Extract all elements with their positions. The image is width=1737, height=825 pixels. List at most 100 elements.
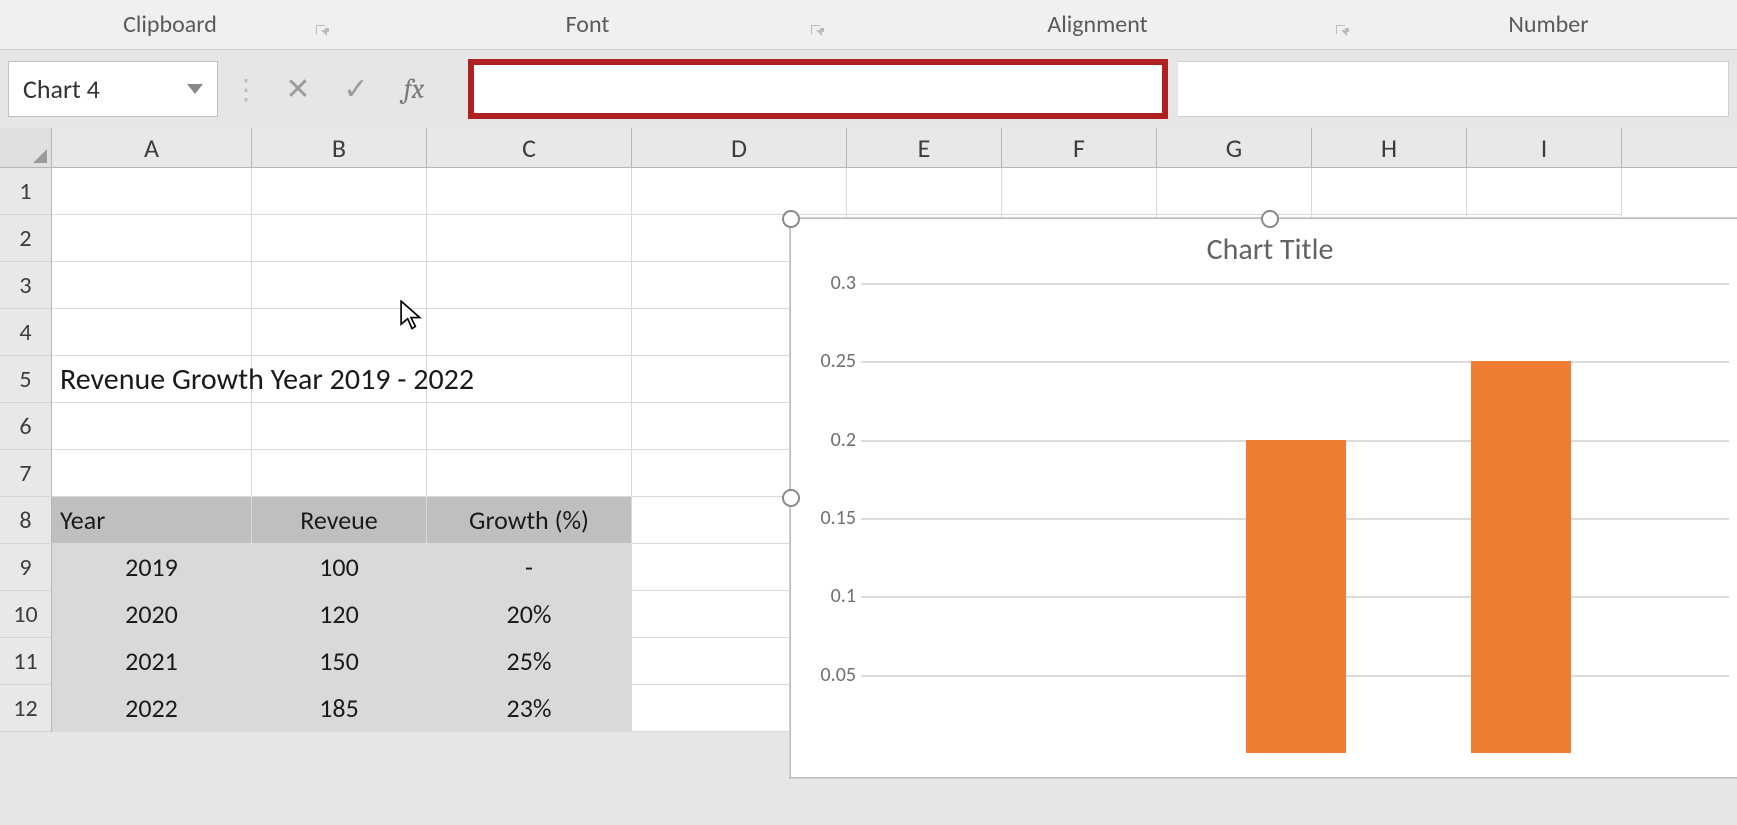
column-header[interactable]: H — [1312, 128, 1467, 167]
check-icon: ✓ — [343, 71, 368, 108]
resize-handle-icon[interactable] — [782, 489, 800, 507]
cell[interactable]: Year — [52, 497, 252, 544]
cell[interactable]: 20% — [427, 591, 632, 638]
cell[interactable] — [847, 168, 1002, 215]
cell[interactable] — [252, 403, 427, 450]
cell[interactable] — [52, 450, 252, 497]
ribbon-group-font[interactable]: Font — [340, 10, 835, 39]
close-icon: ✕ — [285, 71, 310, 108]
ribbon-group-alignment[interactable]: Alignment — [835, 10, 1360, 39]
column-header[interactable]: B — [252, 128, 427, 167]
chart-y-tick-label: 0.1 — [801, 584, 856, 608]
cell[interactable]: 150 — [252, 638, 427, 685]
resize-handle-icon[interactable] — [782, 210, 800, 228]
cell[interactable] — [52, 168, 252, 215]
cell[interactable]: 120 — [252, 591, 427, 638]
column-header[interactable]: I — [1467, 128, 1622, 167]
resize-handle-icon[interactable] — [1261, 210, 1279, 228]
row-header[interactable]: 1 — [0, 168, 52, 215]
name-box[interactable]: Chart 4 — [8, 61, 218, 117]
column-header[interactable]: D — [632, 128, 847, 167]
row-header[interactable]: 5 — [0, 356, 52, 403]
dropdown-icon[interactable] — [187, 84, 203, 94]
row-header[interactable]: 6 — [0, 403, 52, 450]
cell[interactable] — [252, 450, 427, 497]
row-header[interactable]: 8 — [0, 497, 52, 544]
chart-bar[interactable] — [1246, 440, 1346, 753]
cell[interactable] — [1312, 168, 1467, 215]
cell[interactable]: Reveue — [252, 497, 427, 544]
cell[interactable]: 185 — [252, 685, 427, 732]
row-header[interactable]: 4 — [0, 309, 52, 356]
column-header[interactable]: C — [427, 128, 632, 167]
embedded-chart[interactable]: Chart Title 0.050.10.150.20.250.3 — [790, 218, 1737, 778]
row-header[interactable]: 3 — [0, 262, 52, 309]
cell[interactable] — [1002, 168, 1157, 215]
cell[interactable]: 100 — [252, 544, 427, 591]
enter-button[interactable]: ✓ — [332, 65, 380, 113]
ribbon-group-label: Number — [1508, 10, 1588, 39]
chart-y-tick-label: 0.15 — [801, 506, 856, 530]
cell[interactable]: 23% — [427, 685, 632, 732]
dialog-launcher-icon[interactable] — [809, 17, 825, 33]
chart-y-tick-label: 0.25 — [801, 349, 856, 373]
row-header[interactable]: 7 — [0, 450, 52, 497]
cell[interactable] — [632, 168, 847, 215]
ribbon-group-clipboard[interactable]: Clipboard — [0, 10, 340, 39]
cell[interactable]: Revenue Growth Year 2019 - 2022 — [52, 356, 252, 403]
select-all-corner[interactable] — [0, 128, 52, 167]
row-header[interactable]: 2 — [0, 215, 52, 262]
cell[interactable] — [427, 215, 632, 262]
cell[interactable]: 2020 — [52, 591, 252, 638]
row-header[interactable]: 9 — [0, 544, 52, 591]
column-header[interactable]: E — [847, 128, 1002, 167]
cell[interactable]: Growth (%) — [427, 497, 632, 544]
cell[interactable] — [427, 262, 632, 309]
chart-gridline — [861, 283, 1729, 285]
cell[interactable] — [1467, 168, 1622, 215]
cell[interactable] — [52, 309, 252, 356]
ribbon-group-label: Font — [566, 10, 610, 39]
column-header[interactable]: A — [52, 128, 252, 167]
row-header[interactable]: 11 — [0, 638, 52, 685]
cell[interactable] — [427, 450, 632, 497]
column-headers: ABCDEFGHI — [0, 128, 1737, 168]
cell[interactable]: - — [427, 544, 632, 591]
chart-plot-area[interactable]: 0.050.10.150.20.250.3 — [861, 283, 1729, 753]
ribbon-group-label: Clipboard — [123, 10, 217, 39]
chart-y-tick-label: 0.2 — [801, 428, 856, 452]
cell[interactable] — [52, 262, 252, 309]
row-header[interactable]: 10 — [0, 591, 52, 638]
dialog-launcher-icon[interactable] — [314, 17, 330, 33]
cell[interactable]: 2022 — [52, 685, 252, 732]
chart-gridline — [861, 361, 1729, 363]
cell[interactable] — [1157, 168, 1312, 215]
chart-y-tick-label: 0.05 — [801, 663, 856, 687]
cell[interactable] — [252, 168, 427, 215]
column-header[interactable]: F — [1002, 128, 1157, 167]
dialog-launcher-icon[interactable] — [1334, 17, 1350, 33]
formula-bar-input[interactable] — [468, 59, 1168, 119]
cell[interactable] — [427, 309, 632, 356]
fx-icon: fx — [404, 73, 424, 105]
chart-bar[interactable] — [1471, 361, 1571, 753]
cell[interactable] — [252, 262, 427, 309]
cell[interactable]: 2019 — [52, 544, 252, 591]
cell[interactable]: 25% — [427, 638, 632, 685]
cell[interactable] — [252, 215, 427, 262]
cell[interactable] — [52, 403, 252, 450]
row-header[interactable]: 12 — [0, 685, 52, 732]
ribbon-group-label: Alignment — [1047, 10, 1147, 39]
insert-function-button[interactable]: fx — [390, 65, 438, 113]
ribbon-group-number[interactable]: Number — [1360, 10, 1737, 39]
cell[interactable] — [427, 403, 632, 450]
cell[interactable]: 2021 — [52, 638, 252, 685]
cell[interactable] — [52, 215, 252, 262]
table-row — [52, 168, 1737, 215]
cell[interactable] — [252, 309, 427, 356]
column-header[interactable]: G — [1157, 128, 1312, 167]
formula-bar-extension[interactable] — [1178, 61, 1729, 117]
ribbon-group-labels: Clipboard Font Alignment Number — [0, 0, 1737, 50]
cell[interactable] — [427, 168, 632, 215]
cancel-button[interactable]: ✕ — [274, 65, 322, 113]
